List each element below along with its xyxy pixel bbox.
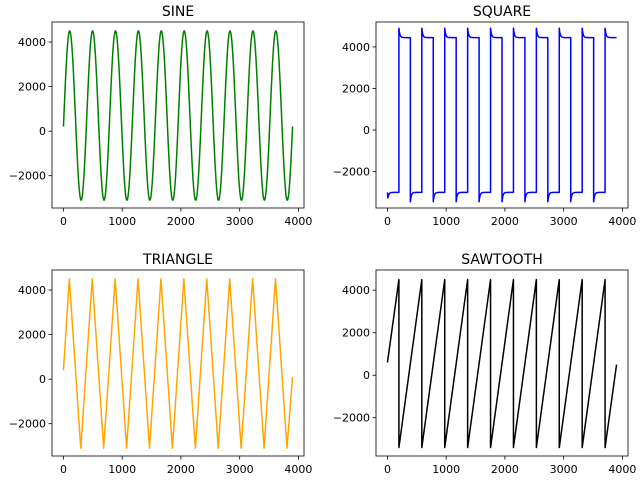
- x-tick-label: 4000: [284, 215, 312, 228]
- subplot-title: SINE: [162, 4, 194, 20]
- x-tick-label: 0: [384, 215, 391, 228]
- subplot-title: TRIANGLE: [142, 252, 213, 268]
- y-tick-label: 4000: [342, 284, 370, 297]
- x-tick-label: 0: [384, 463, 391, 476]
- y-tick-label: 4000: [18, 284, 46, 297]
- x-tick-label: 1000: [108, 215, 136, 228]
- y-tick-label: −2000: [9, 170, 46, 183]
- y-tick-label: 2000: [342, 327, 370, 340]
- axes-frame: [51, 269, 305, 457]
- x-tick-label: 1000: [432, 463, 460, 476]
- series-line-sawtooth: [386, 278, 618, 449]
- series-line-sine: [62, 30, 294, 201]
- x-tick-label: 1000: [108, 463, 136, 476]
- y-tick-label: −2000: [333, 166, 370, 179]
- x-tick-label: 2000: [167, 463, 195, 476]
- y-tick-label: 0: [39, 125, 46, 138]
- axes-frame: [51, 21, 305, 209]
- subplot-sine: 0 1000 2000 3000 4000 −2000 0 2000 4000 SINE: [9, 4, 313, 228]
- subplot-sawtooth: 0 1000 2000 3000 4000 −2000 0 2000 4000 SAWTOOTH: [333, 252, 637, 476]
- x-tick-label: 3000: [226, 463, 254, 476]
- x-tick-label: 4000: [608, 463, 636, 476]
- y-tick-label: −2000: [333, 412, 370, 425]
- y-tick-label: 4000: [342, 41, 370, 54]
- subplot-title: SQUARE: [473, 4, 531, 20]
- y-tick-label: 2000: [18, 81, 46, 94]
- series-line-square: [386, 27, 617, 203]
- x-tick-label: 2000: [491, 215, 519, 228]
- series-line-triangle: [62, 278, 294, 449]
- y-tick-label: 0: [363, 369, 370, 382]
- x-tick-label: 0: [60, 215, 67, 228]
- y-tick-label: 4000: [18, 36, 46, 49]
- x-tick-label: 4000: [608, 215, 636, 228]
- x-tick-label: 1000: [432, 215, 460, 228]
- axes-frame: [375, 269, 629, 457]
- x-tick-label: 4000: [284, 463, 312, 476]
- y-tick-label: 2000: [18, 329, 46, 342]
- x-tick-label: 3000: [226, 215, 254, 228]
- y-tick-label: 0: [363, 124, 370, 137]
- y-tick-label: 0: [39, 373, 46, 386]
- y-tick-label: 2000: [342, 83, 370, 96]
- x-tick-label: 0: [60, 463, 67, 476]
- axes-frame: [375, 21, 629, 209]
- x-tick-label: 2000: [167, 215, 195, 228]
- x-tick-label: 3000: [550, 463, 578, 476]
- subplot-square: 0 1000 2000 3000 4000 −2000 0 2000 4000 SQUARE: [333, 4, 637, 228]
- y-tick-label: −2000: [9, 418, 46, 431]
- subplot-triangle: 0 1000 2000 3000 4000 −2000 0 2000 4000 TRIANGLE: [9, 252, 313, 476]
- x-tick-label: 2000: [491, 463, 519, 476]
- x-tick-label: 3000: [550, 215, 578, 228]
- subplot-title: SAWTOOTH: [461, 252, 542, 268]
